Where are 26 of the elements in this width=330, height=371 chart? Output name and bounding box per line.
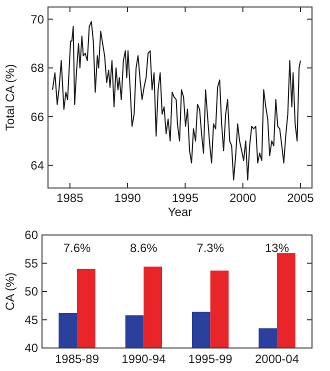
annotation: 7.6% [63, 241, 91, 255]
x-tick-label: 2000-04 [254, 352, 300, 366]
x-axis-title: Year [168, 205, 192, 219]
x-tick-label: 1985-89 [54, 352, 100, 366]
y-tick-label: 66 [30, 110, 44, 124]
y-tick-label: 64 [30, 158, 44, 173]
x-tick-label: 2005 [287, 191, 314, 205]
x-tick-label: 1995 [172, 191, 199, 205]
x-tick-label: 1995-99 [188, 352, 233, 366]
annotation: 13% [264, 241, 290, 255]
y-axis-title: Total CA (%) [3, 64, 17, 131]
y-tick-label: 45 [24, 312, 38, 327]
y-tick-label: 60 [24, 228, 38, 242]
x-tick-label: 1990-94 [122, 352, 166, 366]
y-tick-label: 50 [24, 284, 38, 299]
x-tick-label: 2000 [229, 191, 256, 205]
y-axis-title: CA (%) [3, 272, 17, 311]
annotation: 7.3% [196, 241, 224, 255]
x-tick-label: 1990 [114, 191, 142, 205]
y-tick-label: 70 [30, 12, 44, 26]
y-tick-label: 68 [30, 61, 44, 76]
annotation: 8.6% [130, 241, 158, 255]
y-tick-label: 55 [24, 256, 38, 270]
y-tick-label: 40 [24, 341, 38, 356]
line-series [52, 21, 302, 181]
x-tick-label: 1985 [56, 191, 84, 205]
